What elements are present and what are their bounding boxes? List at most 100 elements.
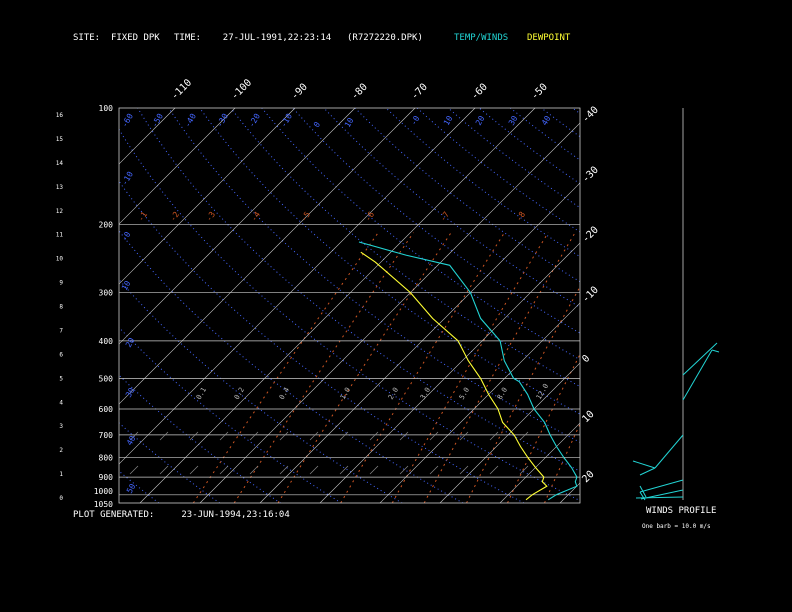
height-tick-label: 3	[59, 423, 63, 430]
mixing-ratio-label: 0.1	[195, 386, 208, 401]
grid-dash	[189, 465, 199, 475]
grid-dash	[279, 465, 289, 475]
dry-adiabat	[119, 180, 525, 503]
mixing-ratio-label: 1.0	[339, 386, 352, 401]
height-tick-label: 9	[59, 280, 63, 287]
dry-adiabat	[385, 108, 580, 258]
isotherm-label: -50	[529, 82, 550, 103]
isotherm-label: 10	[580, 409, 596, 425]
isotherm	[0, 108, 55, 503]
grid-dash	[369, 431, 379, 441]
dewpoint-line	[360, 251, 548, 501]
mixing-ratio-label: 3.0	[419, 386, 432, 401]
height-tick-label: 5	[59, 375, 63, 382]
site-value: FIXED DPK	[110, 33, 160, 43]
isotherm	[119, 108, 356, 345]
wind-barb	[654, 434, 684, 469]
grid-dash	[399, 431, 409, 441]
isotherm-label: -60	[469, 82, 490, 103]
grid-dash	[459, 431, 469, 441]
adiabat-label: -0	[120, 230, 133, 243]
mixing-ratio-line	[507, 353, 580, 503]
adiabat-label: 30	[124, 386, 137, 399]
height-tick-label: 13	[56, 184, 64, 191]
file-name: (R7272220.DPK)	[347, 33, 423, 43]
dry-adiabat	[119, 230, 464, 503]
isotherm-label: -80	[349, 82, 370, 103]
dry-adiabat	[119, 374, 281, 503]
dry-adiabat	[478, 108, 580, 185]
mixing-ratio-label: -6	[363, 210, 376, 223]
winds-profile-title: WINDS PROFILE	[646, 506, 717, 516]
height-tick-label: 7	[59, 327, 63, 334]
grid-dash	[459, 465, 469, 475]
mixing-ratio-label: -5	[299, 210, 312, 223]
wind-barb	[639, 485, 647, 498]
plot-area	[0, 108, 792, 503]
grid-dash	[159, 431, 169, 441]
isotherm-label: -100	[229, 77, 254, 102]
adiabat-label: -10	[279, 112, 294, 129]
dry-adiabat	[635, 108, 792, 503]
mixing-ratio-line	[466, 285, 580, 503]
grid-dash	[249, 431, 259, 441]
dry-adiabat	[119, 422, 220, 503]
mixing-ratio-label: 8.0	[496, 386, 509, 401]
isotherm	[199, 122, 580, 503]
adiabat-label: 20	[124, 336, 137, 349]
dry-adiabat	[168, 108, 580, 443]
height-tick-label: 14	[56, 160, 64, 167]
adiabat-label: 50	[125, 482, 138, 495]
mixing-ratio-line	[233, 232, 414, 503]
isotherm-label: 0	[580, 353, 592, 365]
pressure-tick-label: 400	[99, 337, 114, 346]
mixing-ratio-line	[544, 422, 580, 503]
grid-dash	[129, 465, 139, 475]
wind-barb	[711, 349, 720, 353]
header-time: TIME: 27-JUL-1991,22:23:14	[174, 33, 331, 43]
dry-adiabat	[603, 108, 792, 503]
dry-adiabat	[509, 108, 580, 161]
adiabat-label: 10	[120, 279, 133, 292]
adiabat-label: 30	[507, 114, 520, 127]
mixing-ratio-label: -1	[136, 210, 149, 223]
legend-dewpoint: DEWPOINT	[527, 33, 571, 43]
grid-dash	[309, 431, 319, 441]
adiabat-label: -10	[120, 170, 135, 187]
isotherm-label: -40	[580, 105, 601, 126]
mixing-ratio-label: -2	[168, 210, 181, 223]
barb-note: One barb = 10.0 m/s	[642, 523, 711, 530]
mixing-ratio-label: -8	[514, 210, 527, 223]
pressure-tick-label: 1050	[94, 500, 113, 509]
isotherm	[119, 108, 476, 465]
pressure-tick-label: 600	[99, 405, 114, 414]
isotherm-label: -70	[409, 82, 430, 103]
isotherm	[740, 108, 792, 503]
height-tick-label: 15	[56, 136, 64, 143]
dry-adiabat	[292, 108, 580, 334]
mixing-ratio-label: 0.4	[278, 386, 291, 401]
grid-dash	[339, 431, 349, 441]
grid-dash	[429, 465, 439, 475]
grid-dash	[309, 465, 319, 475]
pressure-tick-label: 300	[99, 289, 114, 298]
mixing-ratio-label: 5.0	[458, 386, 471, 401]
plot-generated-value: 23-JUN-1994,23:16:04	[181, 510, 290, 520]
grid-dash	[429, 431, 439, 441]
adiabat-label: -30	[215, 112, 230, 129]
isotherm	[119, 108, 296, 285]
isotherm	[0, 108, 115, 503]
dry-adiabat	[323, 108, 580, 308]
isotherm-label: -110	[169, 77, 194, 102]
height-tick-label: 2	[59, 447, 63, 454]
mixing-ratio-line	[277, 232, 452, 503]
legend-temp: TEMP/WINDS	[454, 33, 509, 43]
adiabat-label: -40	[183, 112, 198, 129]
wind-barb	[639, 467, 656, 476]
grid-dash	[399, 465, 409, 475]
temperature-line	[358, 241, 578, 501]
grid-dash	[249, 465, 259, 475]
site-label: SITE:	[73, 33, 101, 43]
wind-barb	[632, 460, 656, 469]
